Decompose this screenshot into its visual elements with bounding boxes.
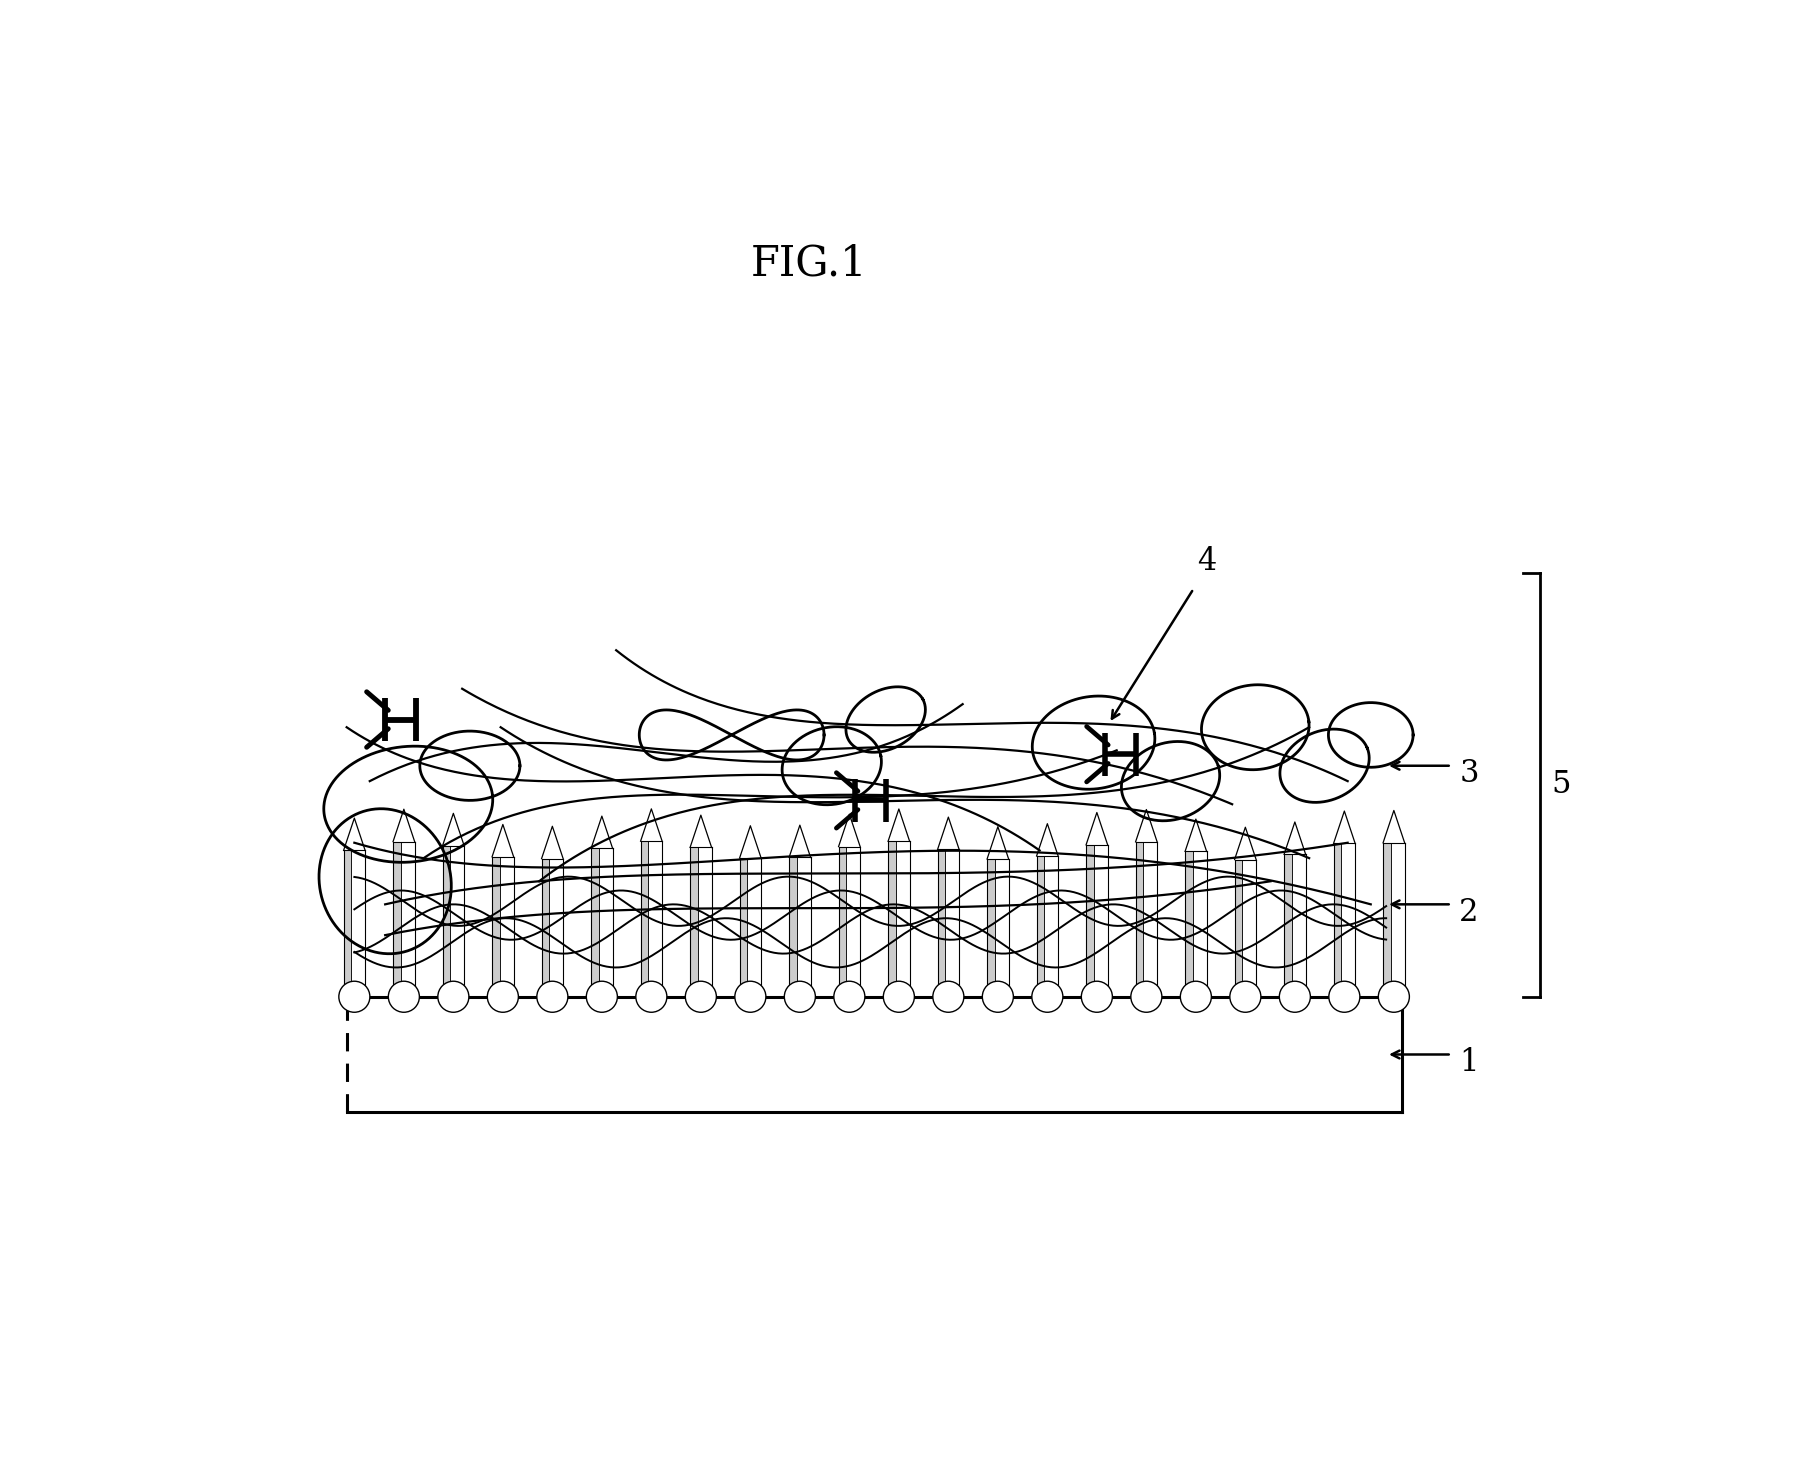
Circle shape bbox=[734, 981, 765, 1012]
Circle shape bbox=[1378, 981, 1409, 1012]
Polygon shape bbox=[896, 841, 910, 997]
Circle shape bbox=[636, 981, 667, 1012]
Polygon shape bbox=[747, 858, 761, 997]
Polygon shape bbox=[344, 850, 352, 997]
Polygon shape bbox=[1334, 843, 1342, 997]
Polygon shape bbox=[591, 849, 598, 997]
Polygon shape bbox=[1291, 855, 1305, 997]
Text: 3: 3 bbox=[1459, 758, 1479, 789]
Circle shape bbox=[1229, 981, 1260, 1012]
Polygon shape bbox=[1186, 852, 1193, 997]
Polygon shape bbox=[542, 859, 549, 997]
Polygon shape bbox=[740, 858, 747, 997]
Polygon shape bbox=[839, 846, 847, 997]
Polygon shape bbox=[640, 841, 647, 997]
Polygon shape bbox=[500, 856, 513, 997]
Polygon shape bbox=[1193, 852, 1207, 997]
Polygon shape bbox=[1135, 841, 1144, 997]
Polygon shape bbox=[691, 847, 698, 997]
Circle shape bbox=[983, 981, 1013, 1012]
Circle shape bbox=[339, 981, 370, 1012]
Polygon shape bbox=[401, 841, 415, 997]
Circle shape bbox=[388, 981, 419, 1012]
Polygon shape bbox=[549, 859, 564, 997]
Polygon shape bbox=[647, 841, 662, 997]
Polygon shape bbox=[352, 850, 364, 997]
Polygon shape bbox=[1093, 844, 1108, 997]
Polygon shape bbox=[945, 849, 959, 997]
Polygon shape bbox=[1383, 843, 1391, 997]
Polygon shape bbox=[698, 847, 713, 997]
Polygon shape bbox=[796, 858, 810, 997]
Polygon shape bbox=[789, 858, 796, 997]
Polygon shape bbox=[1235, 859, 1242, 997]
Circle shape bbox=[488, 981, 519, 1012]
Circle shape bbox=[685, 981, 716, 1012]
Circle shape bbox=[437, 981, 470, 1012]
Polygon shape bbox=[442, 846, 450, 997]
Polygon shape bbox=[888, 841, 896, 997]
Text: 4: 4 bbox=[1198, 547, 1217, 578]
Polygon shape bbox=[847, 846, 859, 997]
Polygon shape bbox=[1242, 859, 1256, 997]
Text: FIG.1: FIG.1 bbox=[751, 242, 867, 284]
Polygon shape bbox=[491, 856, 500, 997]
Circle shape bbox=[1081, 981, 1113, 1012]
Circle shape bbox=[586, 981, 618, 1012]
Circle shape bbox=[785, 981, 816, 1012]
Polygon shape bbox=[937, 849, 945, 997]
Circle shape bbox=[1032, 981, 1062, 1012]
Circle shape bbox=[1329, 981, 1360, 1012]
Polygon shape bbox=[1144, 841, 1157, 997]
Polygon shape bbox=[995, 859, 1008, 997]
Circle shape bbox=[537, 981, 567, 1012]
Polygon shape bbox=[1037, 856, 1044, 997]
Polygon shape bbox=[393, 841, 401, 997]
Text: 5: 5 bbox=[1552, 770, 1572, 800]
Circle shape bbox=[1280, 981, 1311, 1012]
Polygon shape bbox=[1342, 843, 1354, 997]
Circle shape bbox=[1180, 981, 1211, 1012]
Polygon shape bbox=[598, 849, 613, 997]
Polygon shape bbox=[1391, 843, 1405, 997]
Circle shape bbox=[1131, 981, 1162, 1012]
Polygon shape bbox=[1086, 844, 1093, 997]
Text: 1: 1 bbox=[1459, 1047, 1479, 1078]
Circle shape bbox=[834, 981, 865, 1012]
Circle shape bbox=[883, 981, 914, 1012]
Text: 2: 2 bbox=[1459, 897, 1479, 928]
Circle shape bbox=[934, 981, 965, 1012]
Polygon shape bbox=[1284, 855, 1291, 997]
Polygon shape bbox=[450, 846, 464, 997]
Polygon shape bbox=[1044, 856, 1059, 997]
Polygon shape bbox=[986, 859, 995, 997]
